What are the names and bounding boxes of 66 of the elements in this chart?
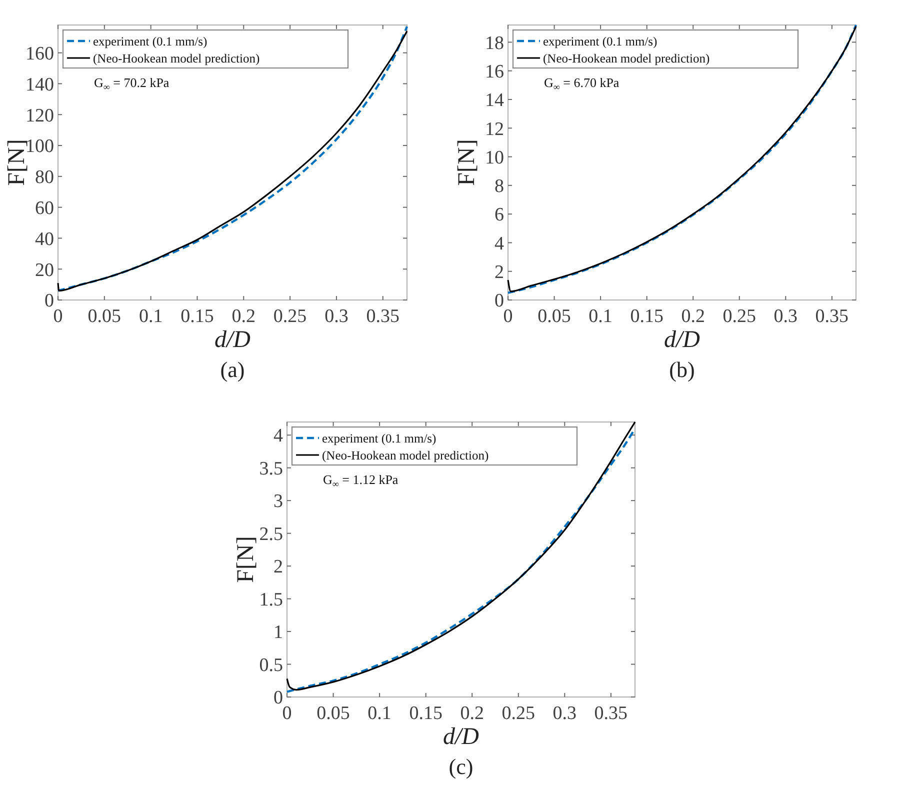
x-tick-label: 0.2 bbox=[232, 306, 256, 327]
annotation: G$_{∞}$ = 6.70 kPa bbox=[544, 75, 620, 92]
x-tick-label: 0.05 bbox=[316, 703, 350, 724]
y-axis-title: F[N] bbox=[454, 139, 480, 186]
y-tick-label: 10 bbox=[485, 147, 504, 168]
x-tick-label: 0.1 bbox=[368, 703, 392, 724]
x-tick-label: 0.35 bbox=[594, 703, 628, 724]
legend-label: (Neo-Hookean model prediction) bbox=[543, 51, 710, 66]
x-tick-label: 0.15 bbox=[630, 306, 664, 327]
x-axis-title: d/D bbox=[443, 724, 479, 750]
x-tick-label: 0.15 bbox=[409, 703, 442, 724]
y-tick-label: 16 bbox=[485, 61, 504, 82]
y-tick-label: 4 bbox=[274, 426, 284, 447]
text: (a) bbox=[220, 357, 245, 382]
y-tick-label: 14 bbox=[485, 90, 504, 112]
y-tick-label: 2 bbox=[274, 556, 283, 578]
y-tick-label: 8 bbox=[494, 176, 504, 198]
x-tick-label: 0.2 bbox=[681, 306, 705, 327]
x-tick-label: 0.25 bbox=[722, 306, 756, 327]
x-tick-label: 0.1 bbox=[138, 306, 163, 327]
x-tick-label: 0.05 bbox=[88, 306, 122, 327]
y-tick-label: 0 bbox=[494, 290, 504, 312]
y-tick-label: 0 bbox=[274, 688, 283, 709]
y-tick-label: 0 bbox=[44, 290, 54, 312]
y-tick-label: 60 bbox=[35, 198, 54, 219]
x-tick-label: 0.3 bbox=[324, 306, 348, 327]
x-tick-label: 0.35 bbox=[366, 306, 400, 327]
annotation: G$_{∞}$ = 1.12 kPa bbox=[323, 472, 398, 489]
x-tick-label: 0.3 bbox=[552, 703, 577, 724]
y-tick-label: 120 bbox=[26, 105, 54, 126]
y-tick-label: 0.5 bbox=[259, 654, 283, 676]
legend-label: experiment (0.1 mm/s) bbox=[322, 431, 436, 446]
y-tick-label: 80 bbox=[35, 167, 54, 188]
y-tick-label: 3.5 bbox=[259, 458, 283, 480]
y-tick-label: 18 bbox=[485, 32, 504, 54]
y-tick-label: 4 bbox=[494, 233, 504, 254]
y-tick-label: 1 bbox=[274, 622, 283, 644]
x-tick-label: 0.2 bbox=[460, 703, 484, 724]
y-tick-label: 12 bbox=[485, 118, 504, 140]
y-tick-label: 160 bbox=[26, 43, 54, 64]
text: (b) bbox=[669, 357, 695, 382]
y-tick-label: 2 bbox=[494, 262, 504, 284]
text: (c) bbox=[448, 754, 474, 779]
annotation: G$_{∞}$ = 70.2 kPa bbox=[94, 75, 170, 92]
y-tick-label: 1.5 bbox=[259, 589, 283, 610]
x-tick-label: 0.1 bbox=[588, 306, 612, 327]
y-tick-label: 20 bbox=[35, 260, 54, 281]
x-tick-label: 0.35 bbox=[815, 306, 849, 327]
x-axis-title: d/D bbox=[214, 327, 250, 353]
y-tick-label: 140 bbox=[26, 74, 54, 96]
x-tick-label: 0.25 bbox=[502, 703, 536, 724]
x-tick-label: 0.05 bbox=[538, 306, 571, 327]
legend-label: (Neo-Hookean model prediction) bbox=[322, 448, 489, 462]
y-tick-label: 6 bbox=[494, 204, 504, 226]
y-tick-label: 3 bbox=[274, 491, 283, 512]
x-tick-label: 0.25 bbox=[273, 306, 307, 327]
y-tick-label: 100 bbox=[26, 136, 54, 158]
y-tick-label: 2.5 bbox=[259, 524, 283, 545]
x-tick-label: 0.15 bbox=[180, 306, 214, 327]
legend-label: experiment (0.1 mm/s) bbox=[543, 34, 658, 48]
x-axis-title: d/D bbox=[664, 327, 700, 353]
legend-label: experiment (0.1 mm/s) bbox=[93, 34, 208, 48]
y-axis-title: F[N] bbox=[233, 536, 259, 583]
x-tick-label: 0.3 bbox=[774, 306, 798, 327]
y-tick-label: 40 bbox=[35, 228, 54, 250]
legend-label: (Neo-Hookean model prediction) bbox=[93, 51, 260, 66]
